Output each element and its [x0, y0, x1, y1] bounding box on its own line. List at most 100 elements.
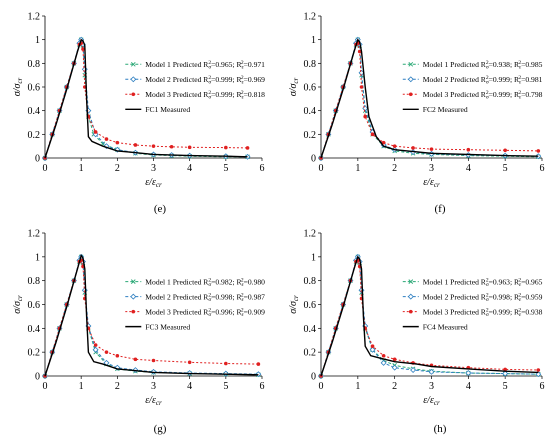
legend-series-name: FC1 Measured	[145, 105, 190, 114]
y-tick-label: 1	[311, 35, 316, 46]
data-point	[428, 368, 435, 375]
y-tick-label: 0.6	[28, 300, 41, 311]
legend-r2-label: R	[201, 60, 209, 69]
data-point	[81, 66, 88, 73]
y-tick-label: 0.4	[304, 324, 317, 335]
y-tick-label: 1	[35, 35, 40, 46]
legend-sep: ; R	[510, 90, 520, 99]
legend-r2b-value: =0.965	[521, 277, 543, 286]
x-tick-label: 0	[43, 163, 48, 174]
data-point	[187, 360, 192, 365]
data-point	[503, 367, 507, 372]
y-axis-title-sub: cr	[292, 77, 300, 83]
legend-marker	[408, 61, 414, 67]
legend: Model 1 Predicted Rσ2=0.982; Rε2=0.980Mo…	[125, 277, 265, 331]
legend-r2-value: =0.999	[489, 90, 511, 99]
x-tick-label: 2	[392, 381, 397, 392]
legend-r2-sup: 2	[486, 277, 489, 283]
x-tick-label: 4	[187, 163, 192, 174]
data-point	[224, 145, 228, 150]
x-tick-label: 0	[319, 163, 324, 174]
legend-r2-label: R	[479, 90, 487, 99]
y-tick-label: 0.2	[304, 130, 317, 141]
legend-series-name: Model 2 Predicted	[145, 75, 201, 84]
data-point	[92, 346, 99, 353]
legend: Model 1 Predicted Rσ2=0.938; Rε2=0.985 Mo…	[402, 60, 543, 114]
x-axis-title-sub: cr	[434, 181, 440, 189]
legend-r2b-value: =0.818	[244, 90, 266, 99]
x-tick-label: 2	[115, 381, 120, 392]
y-axis-title-main: σ/σ	[288, 83, 299, 97]
x-axis-title-sub: cr	[156, 181, 162, 189]
y-axis-title-main: σ/σ	[12, 300, 23, 314]
legend-series-name: Model 1 Predicted	[145, 277, 201, 286]
legend-r2-sub: σ	[486, 297, 489, 303]
legend-series-name: Model 3 Predicted	[423, 90, 479, 99]
legend-entry: Model 2 Predicted Rσ2=0.999; Rε2=0.969	[145, 75, 265, 86]
legend-r2b-sub: ε	[519, 312, 522, 318]
x-tick-label: 3	[429, 163, 434, 174]
legend-entry: FC1 Measured	[145, 105, 190, 114]
legend-r2-value: =0.963	[489, 277, 511, 286]
legend-r2b-value: =0.980	[244, 277, 266, 286]
legend-r2-sub: σ	[486, 94, 489, 100]
data-point	[535, 153, 542, 160]
data-point	[115, 353, 120, 358]
data-point	[104, 350, 109, 354]
x-axis-title: ε/εcr	[423, 395, 440, 407]
data-point	[392, 144, 397, 148]
series-fc2-measured	[320, 38, 539, 159]
panel-label: (f)	[435, 203, 446, 215]
legend-r2-value: =0.999	[211, 90, 233, 99]
y-tick-label: 0.8	[304, 59, 317, 70]
y-tick-label: 0	[35, 372, 40, 383]
data-point	[392, 357, 397, 362]
legend-series-name: Model 3 Predicted	[423, 307, 479, 316]
data-point	[536, 368, 541, 372]
legend-series-name: Model 3 Predicted	[145, 307, 201, 316]
x-axis-title-main: ε/ε	[423, 177, 434, 188]
legend-sep: ; R	[232, 60, 242, 69]
legend-r2b-sup: 2	[518, 292, 521, 298]
data-point	[256, 362, 261, 366]
data-point	[380, 359, 387, 366]
legend-r2-sup: 2	[486, 75, 489, 81]
data-point	[151, 358, 156, 363]
y-axis-title-sub: cr	[292, 295, 300, 301]
legend-r2-sup: 2	[208, 292, 211, 298]
x-tick-label: 3	[429, 381, 434, 392]
x-tick-label: 6	[540, 381, 545, 392]
data-point	[114, 146, 121, 153]
x-tick-label: 4	[187, 381, 192, 392]
legend-entry: Model 2 Predicted Rσ2=0.998; Rε2=0.959	[423, 292, 543, 303]
x-axis-title: ε/εcr	[423, 177, 440, 189]
x-tick-label: 5	[503, 163, 508, 174]
data-point	[410, 367, 417, 374]
series-line	[44, 255, 259, 377]
legend-r2b-sup: 2	[518, 75, 521, 81]
legend-r2-sub: σ	[208, 94, 211, 100]
legend-r2b-value: =0.969	[244, 75, 266, 84]
x-tick-label: 2	[392, 163, 397, 174]
y-tick-label: 0.2	[28, 130, 41, 141]
data-point	[358, 287, 365, 294]
x-tick-label: 0	[319, 381, 324, 392]
y-tick-label: 0	[35, 154, 40, 165]
legend-entry: Model 1 Predicted Rσ2=0.982; Rε2=0.980	[145, 277, 265, 288]
y-axis-title: σ/σcr	[12, 77, 24, 96]
chart-panel-e: 0 1 2 3 4 5 600.20.40.60.811.2ε/εcrσ/σcrModel …	[12, 12, 265, 216]
series-line	[44, 255, 259, 377]
series-fc3-measured	[44, 254, 259, 377]
legend-r2-label: R	[479, 277, 487, 286]
y-tick-label: 1	[35, 252, 40, 263]
legend-series-name: Model 2 Predicted	[145, 292, 201, 301]
data-point	[224, 361, 228, 366]
legend-r2-sub: σ	[208, 64, 211, 70]
legend-entry: Model 1 Predicted Rσ2=0.938; Rε2=0.985	[423, 60, 543, 71]
legend-series-name: FC2 Measured	[423, 105, 468, 114]
legend-r2b-sub: ε	[519, 282, 522, 288]
y-tick-label: 0.8	[28, 59, 41, 70]
legend-sep: ; R	[232, 292, 242, 301]
legend-r2-sup: 2	[486, 90, 489, 96]
series-model-2-predicted	[318, 253, 542, 379]
